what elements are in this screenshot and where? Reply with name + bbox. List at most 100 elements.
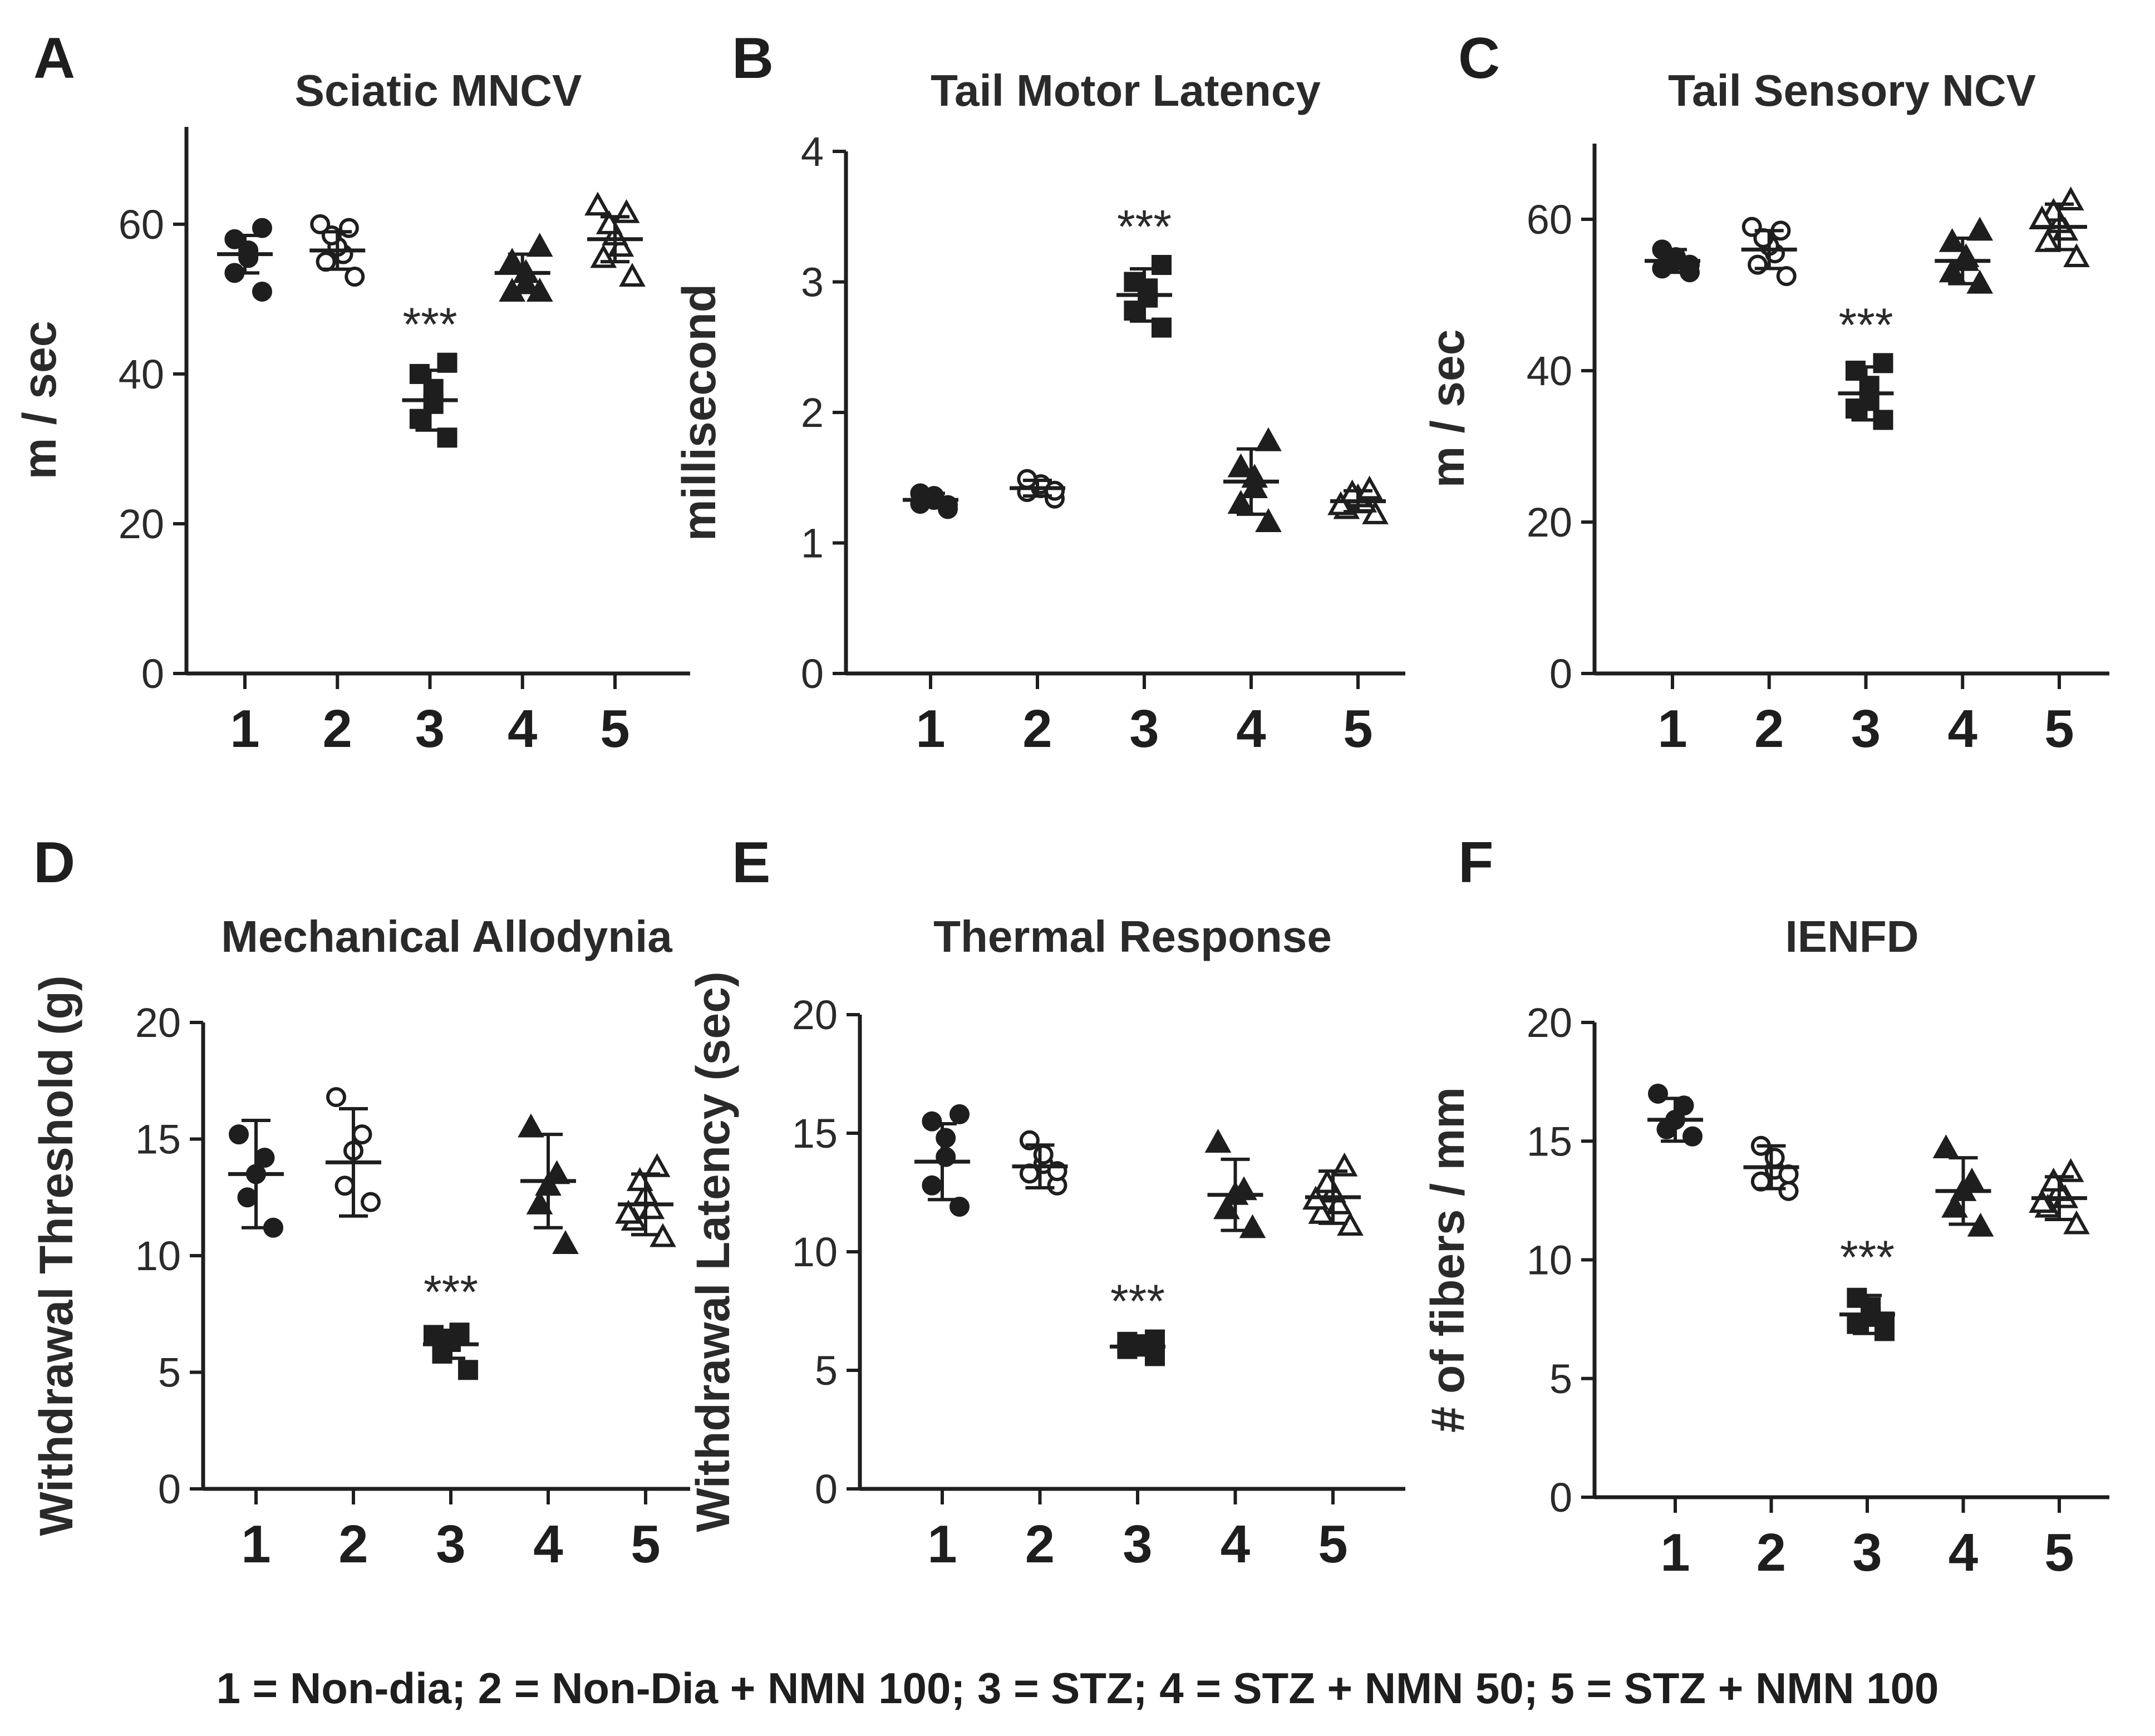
panel-e-ytick-label: 20 bbox=[792, 992, 838, 1038]
panel-c-point bbox=[1748, 254, 1768, 275]
panel-b-ytick-label: 2 bbox=[801, 390, 824, 436]
panel-f: F IENFD 0 5 10 15 20 # of fibers / mm 1 2 3 *** 4 5 bbox=[1421, 830, 2109, 1582]
panel-f-ytick-label: 0 bbox=[1549, 1474, 1572, 1521]
panel-f-point bbox=[1847, 1287, 1867, 1308]
panel-a-point bbox=[499, 248, 525, 272]
panel-b-point bbox=[1356, 475, 1383, 500]
panel-f-ytick-label: 5 bbox=[1549, 1356, 1572, 1402]
panel-a-point bbox=[252, 218, 272, 238]
panel-d-point bbox=[552, 1230, 579, 1255]
panel-f-xtick-label: 3 bbox=[1852, 1523, 1882, 1582]
panel-b-significance: *** bbox=[1117, 200, 1172, 253]
panel-a-ytick-label: 40 bbox=[119, 351, 164, 397]
panel-d-xtick-label: 3 bbox=[436, 1514, 465, 1574]
panel-a-ylabel: m / sec bbox=[13, 321, 66, 480]
panel-d-point bbox=[334, 1176, 355, 1196]
panel-c-point bbox=[2057, 186, 2084, 210]
panel-a-xtick-label: 5 bbox=[600, 699, 629, 759]
panel-d-ytick-label: 0 bbox=[158, 1466, 181, 1512]
panel-d-point bbox=[615, 1199, 642, 1224]
panel-b-point bbox=[1227, 453, 1254, 478]
panel-f-point bbox=[1932, 1134, 1960, 1159]
panel-f-xtick-label: 5 bbox=[2044, 1523, 2074, 1582]
panel-e-title: Thermal Response bbox=[933, 912, 1332, 961]
panel-c-ytick-label: 40 bbox=[1527, 348, 1572, 394]
panel-c-point bbox=[1776, 266, 1797, 286]
panel-b-xtick-label: 1 bbox=[916, 699, 945, 759]
panel-d-ytick-label: 5 bbox=[158, 1350, 181, 1396]
panel-a-point bbox=[590, 244, 617, 268]
panel-a-point bbox=[409, 363, 430, 384]
panel-a-xtick-label: 2 bbox=[323, 699, 352, 759]
panel-e-point bbox=[949, 1104, 970, 1124]
panel-b-point bbox=[1152, 255, 1172, 276]
panel-b-point bbox=[1327, 491, 1354, 515]
panel-e-ytick-label: 15 bbox=[792, 1110, 838, 1157]
panel-a-ytick-label: 60 bbox=[119, 201, 164, 248]
panel-c-point bbox=[1845, 361, 1866, 381]
panel-f-point bbox=[1778, 1181, 1799, 1201]
panel-e-ylabel: Withdrawal Latency (sec) bbox=[687, 971, 739, 1532]
panel-d-significance: *** bbox=[424, 1266, 478, 1318]
panel-b-ytick-label: 0 bbox=[801, 651, 824, 697]
panel-a-ytick-label: 0 bbox=[141, 651, 164, 697]
panel-c-letter: C bbox=[1458, 26, 1500, 91]
panel-e-xtick-label: 3 bbox=[1123, 1514, 1152, 1574]
panel-a-significance: *** bbox=[402, 298, 457, 351]
panel-c-title: Tail Sensory NCV bbox=[1668, 66, 2036, 115]
panel-a-letter: A bbox=[33, 26, 75, 91]
panel-f-title: IENFD bbox=[1785, 912, 1919, 961]
panel-e-xtick-label: 1 bbox=[927, 1514, 957, 1574]
panel-b-point bbox=[1255, 508, 1282, 532]
panel-d-point bbox=[518, 1113, 544, 1138]
panel-c-significance: *** bbox=[1838, 298, 1893, 351]
panel-a-point bbox=[345, 267, 365, 287]
panel-f-letter: F bbox=[1458, 830, 1494, 895]
panel-a-point bbox=[437, 427, 457, 448]
panel-f-xtick-label: 2 bbox=[1757, 1523, 1786, 1582]
panel-e-point bbox=[1033, 1144, 1054, 1165]
panel-a-xtick-label: 3 bbox=[415, 699, 445, 759]
panel-e-xtick-label: 2 bbox=[1025, 1514, 1055, 1574]
panel-e-point bbox=[1239, 1214, 1266, 1238]
panel-b-point bbox=[1124, 301, 1144, 321]
panel-d-point bbox=[254, 1148, 275, 1168]
panel-a-point bbox=[252, 281, 272, 302]
panel-c-point bbox=[1873, 353, 1893, 373]
group-legend: 1 = Non-dia; 2 = Non-Dia + NMN 100; 3 = … bbox=[217, 1664, 1939, 1713]
panel-c-xtick-label: 4 bbox=[1948, 699, 1977, 759]
panel-e-point bbox=[1213, 1195, 1240, 1219]
panel-d-letter: D bbox=[33, 830, 75, 895]
panel-e-point bbox=[949, 1197, 970, 1217]
panel-b-xtick-label: 2 bbox=[1022, 699, 1052, 759]
panel-d-point bbox=[229, 1124, 249, 1145]
panel-d-ylabel: Withdrawal Threshold (g) bbox=[30, 975, 82, 1536]
panel-b-ylabel: millisecond bbox=[673, 284, 725, 541]
panel-c: C Tail Sensory NCV 0 20 40 60 m / sec 1 2 3 *** 4 5 bbox=[1421, 26, 2109, 759]
panel-c-point bbox=[1741, 217, 1762, 237]
panel-d-ytick-label: 10 bbox=[135, 1233, 181, 1279]
panel-b-xtick-label: 4 bbox=[1236, 699, 1266, 759]
panel-b-xtick-label: 5 bbox=[1343, 699, 1372, 759]
panel-f-point bbox=[2029, 1189, 2055, 1213]
panel-e-point bbox=[922, 1111, 942, 1132]
panel-b-title: Tail Motor Latency bbox=[931, 66, 1321, 115]
panel-d-point bbox=[526, 1190, 553, 1214]
panel-f-point bbox=[1941, 1193, 1968, 1218]
panel-b-ytick-label: 1 bbox=[801, 520, 824, 567]
panel-e-point bbox=[936, 1128, 956, 1148]
panel-d-xtick-label: 1 bbox=[241, 1514, 270, 1574]
panel-c-xtick-label: 3 bbox=[1851, 699, 1881, 759]
panel-e-xtick-label: 5 bbox=[1318, 1514, 1347, 1574]
panel-a-xtick-label: 1 bbox=[230, 699, 259, 759]
panel-f-point bbox=[2063, 1210, 2090, 1235]
panel-c-point bbox=[1938, 258, 1966, 283]
panel-f-ytick-label: 15 bbox=[1527, 1118, 1572, 1164]
panel-e-ytick-label: 10 bbox=[792, 1229, 838, 1275]
panel-f-xtick-label: 4 bbox=[1949, 1523, 1978, 1582]
panel-b-point bbox=[1255, 427, 1282, 451]
panel-e-significance: *** bbox=[1110, 1275, 1165, 1327]
panel-d-point bbox=[237, 1187, 258, 1208]
